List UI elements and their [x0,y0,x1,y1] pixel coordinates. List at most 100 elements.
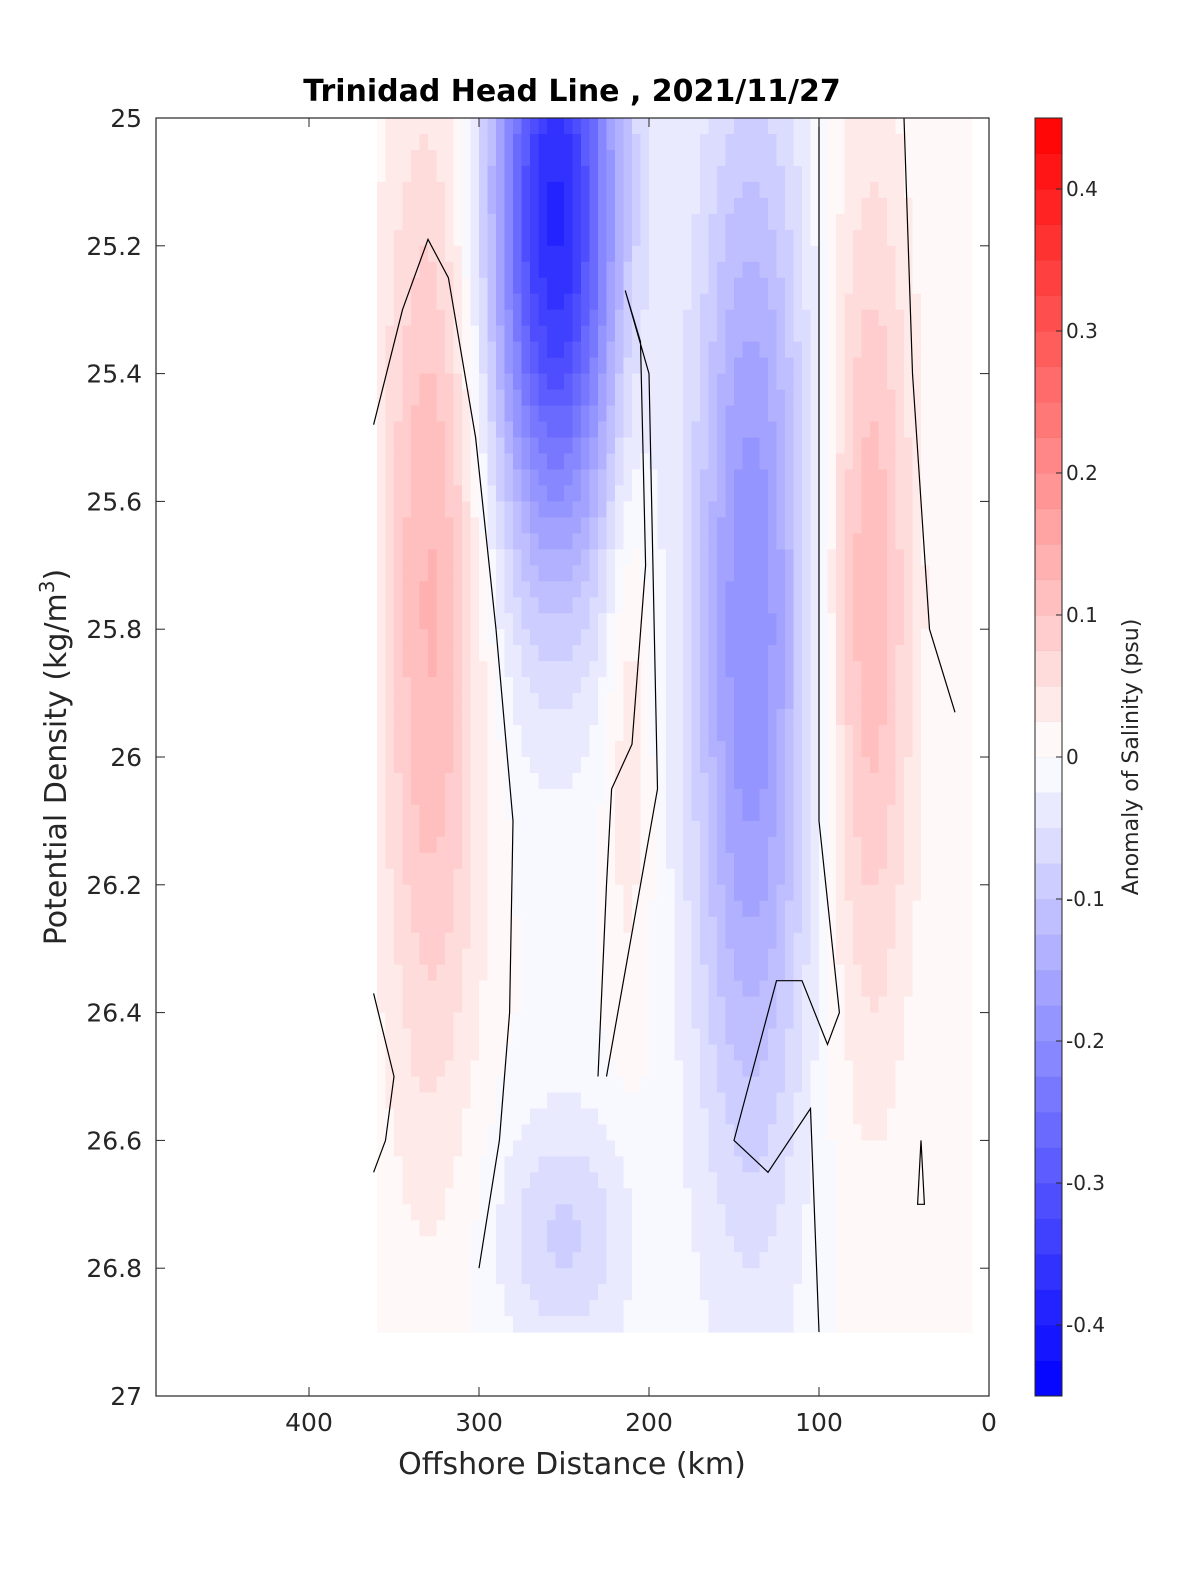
field-cell [853,261,863,279]
field-cell [751,501,761,518]
field-cell [377,1060,387,1078]
field-cell [623,118,633,135]
field-cell [878,165,888,183]
field-cell [717,309,727,327]
field-cell [929,772,939,790]
field-cell [895,261,905,279]
field-cell [453,533,463,550]
field-cell [802,1220,812,1237]
field-cell [793,1252,803,1269]
field-cell [394,405,404,423]
field-cell [887,533,897,550]
field-cell [572,1012,582,1030]
field-cell [657,804,667,822]
field-cell [470,820,480,838]
field-cell [513,996,523,1014]
field-cell [691,820,701,838]
field-cell [462,788,472,806]
field-cell [411,1092,421,1110]
field-cell [479,118,489,135]
field-cell [530,421,540,439]
field-cell [708,597,718,614]
field-cell [411,549,421,566]
field-cell [640,165,650,183]
field-cell [836,245,846,263]
field-cell [572,948,582,966]
field-cell [589,725,599,742]
field-cell [649,948,659,966]
field-cell [521,836,531,854]
field-cell [479,389,489,407]
field-cell [878,932,888,950]
field-cell [717,645,727,662]
field-cell [819,1204,829,1221]
field-cell [691,437,701,455]
field-cell [394,677,404,694]
field-cell [887,357,897,375]
field-cell [436,501,446,518]
field-cell [657,517,667,534]
field-cell [929,788,939,806]
field-cell [504,757,514,774]
field-cell [683,517,693,534]
field-cell [853,757,863,774]
field-cell [564,980,574,998]
field-cell [827,868,837,886]
field-cell [394,613,404,630]
field-cell [470,149,480,167]
field-cell [836,293,846,311]
field-cell [887,437,897,455]
field-cell [598,1236,608,1253]
field-cell [734,149,744,167]
field-cell [419,1220,429,1237]
field-cell [581,1204,591,1221]
field-cell [921,549,931,566]
field-cell [708,197,718,215]
field-cell [827,293,837,311]
field-cell [734,229,744,247]
field-cell [615,229,625,247]
field-cell [742,725,752,742]
field-cell [419,725,429,742]
field-cell [606,693,616,710]
field-cell [929,245,939,263]
field-cell [768,277,778,295]
field-cell [870,884,880,902]
field-cell [700,341,710,359]
field-cell [419,916,429,934]
field-cell [530,1172,540,1189]
field-cell [572,645,582,662]
field-cell [411,1028,421,1046]
field-cell [530,1316,540,1333]
field-cell [870,709,880,726]
field-cell [394,421,404,439]
field-cell [887,1236,897,1253]
field-cell [428,1236,438,1253]
field-cell [666,884,676,902]
field-cell [657,613,667,630]
field-cell [615,1108,625,1126]
field-cell [861,629,871,646]
field-cell [632,165,642,183]
field-cell [836,437,846,455]
field-cell [912,1156,922,1173]
field-cell [564,645,574,662]
field-cell [411,645,421,662]
field-cell [759,357,769,375]
field-cell [394,453,404,471]
field-cell [674,1092,684,1110]
field-cell [742,788,752,806]
field-cell [861,405,871,423]
field-cell [462,964,472,982]
field-cell [912,453,922,471]
field-cell [479,293,489,311]
field-cell [853,293,863,311]
field-cell [377,405,387,423]
field-cell [691,1060,701,1078]
field-cell [691,133,701,151]
field-cell [453,389,463,407]
field-cell [419,405,429,423]
field-cell [810,501,820,518]
field-cell [385,581,395,598]
field-cell [785,693,795,710]
